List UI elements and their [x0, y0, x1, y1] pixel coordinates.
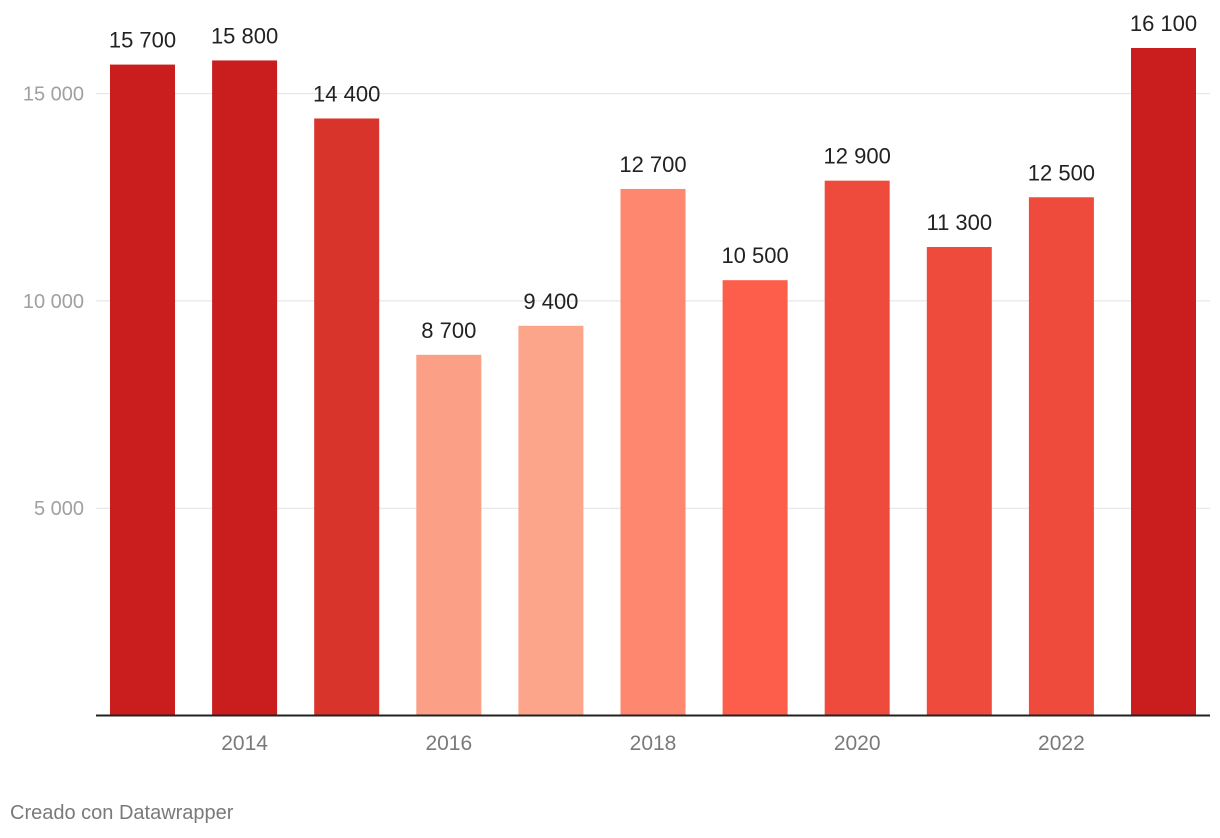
bar: [518, 325, 584, 716]
y-axis-labels: 5 000 10 000 15 000: [23, 84, 84, 521]
x-tick-label: 2018: [630, 732, 677, 755]
bar: [722, 280, 788, 716]
value-label: 12 500: [1028, 160, 1095, 185]
value-label: 12 700: [619, 152, 686, 177]
bar: [926, 247, 992, 716]
value-label: 15 800: [211, 23, 278, 48]
x-tick-label: 2016: [425, 732, 472, 755]
bar-chart: 5 000 10 000 15 000 15 700 15 800 14 400 8 70…: [23, 11, 1210, 755]
x-axis-labels: 2014 2016 2018 2020 2022: [221, 732, 1085, 755]
bar: [824, 180, 890, 716]
bar: [110, 64, 175, 716]
bars: [110, 48, 1196, 716]
y-tick-label: 10 000: [23, 291, 84, 313]
y-tick-label: 15 000: [23, 84, 84, 106]
value-label: 16 100: [1130, 11, 1197, 36]
x-tick-label: 2014: [221, 732, 268, 755]
bar: [314, 118, 380, 716]
x-tick-label: 2022: [1038, 732, 1085, 755]
credit-text[interactable]: Creado con Datawrapper: [10, 802, 234, 824]
value-label: 10 500: [721, 243, 788, 268]
value-labels: 15 700 15 800 14 400 8 700 9 400 12 700 10 500…: [109, 11, 1197, 343]
bar: [620, 188, 686, 716]
value-label: 8 700: [421, 318, 476, 343]
bar: [1028, 197, 1094, 716]
x-tick-label: 2020: [834, 732, 881, 755]
value-label: 14 400: [313, 81, 380, 106]
value-label: 15 700: [109, 28, 176, 53]
value-label: 11 300: [926, 210, 992, 235]
value-label: 12 900: [824, 144, 891, 169]
bar: [1131, 48, 1196, 716]
value-label: 9 400: [523, 289, 578, 314]
bar: [416, 354, 482, 716]
y-tick-label: 5 000: [34, 498, 84, 520]
bar: [212, 60, 278, 716]
